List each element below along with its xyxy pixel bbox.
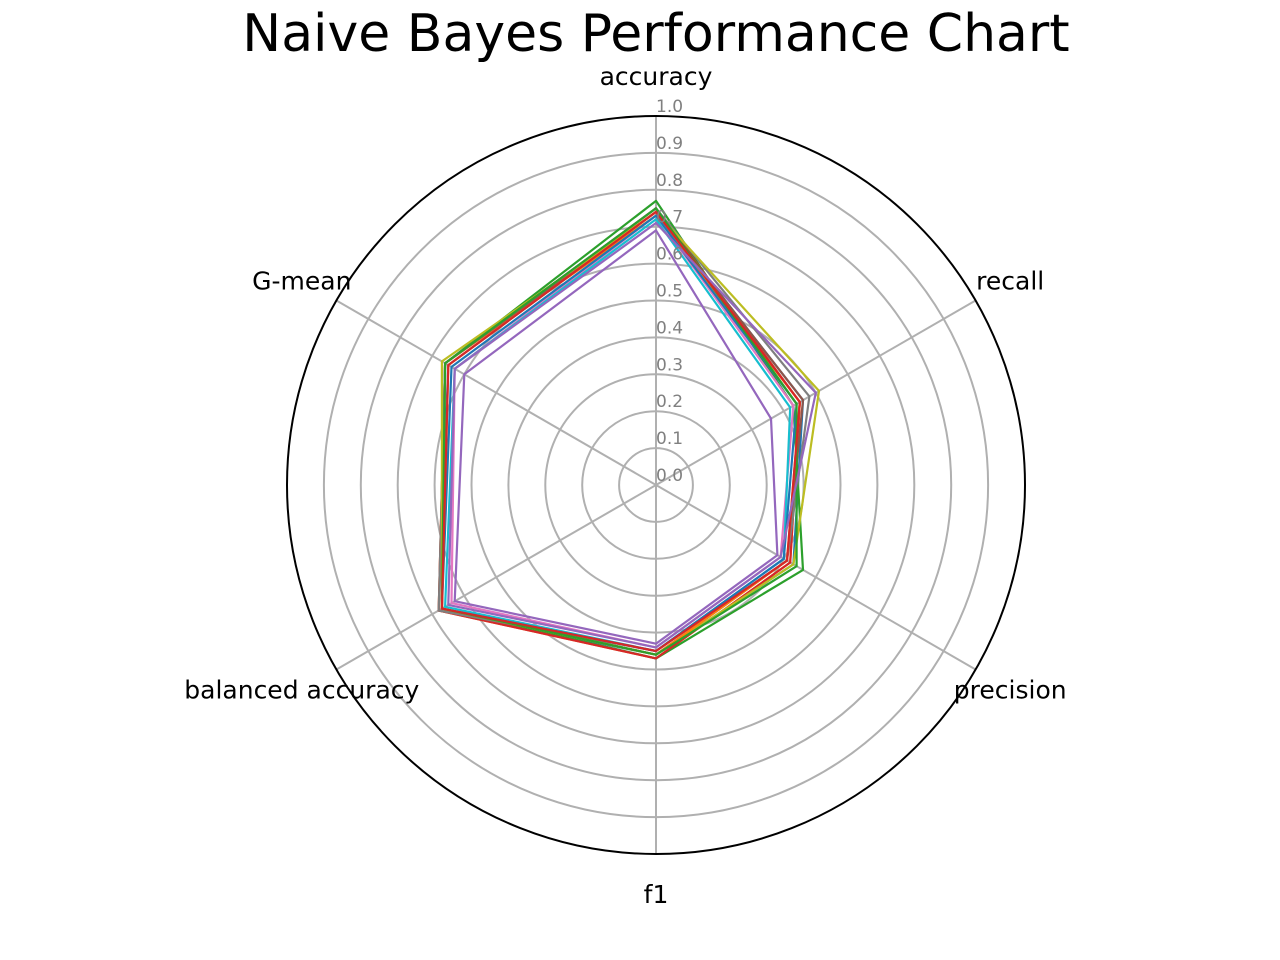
series-layer [437,199,821,660]
axis-label-accuracy: accuracy [600,62,713,91]
series-line-5 [453,229,779,645]
tick-label: 0.5 [656,282,683,302]
grid-layer [286,115,1026,855]
tick-label: 0.0 [656,466,683,486]
tick-label: 0.7 [656,208,683,228]
series-line-13 [440,207,798,656]
axis-label-g-mean: G-mean [252,267,351,296]
axis-label-balanced-accuracy: balanced accuracy [184,676,419,705]
spoke-g-mean [335,299,657,486]
series-line-15 [447,221,817,649]
tick-labels: 0.0 0.1 0.2 0.3 0.4 0.5 0.6 0.7 0.8 0.9 1.0 [656,97,683,486]
tick-label: 0.1 [656,429,683,449]
chart-title: Naive Bayes Performance Chart [242,4,1070,64]
axis-label-recall: recall [976,267,1044,296]
tick-label: 0.8 [656,171,683,191]
axis-label-precision: precision [954,676,1067,705]
tick-label: 0.9 [656,134,683,154]
tick-label: 1.0 [656,97,683,117]
tick-label: 0.3 [656,355,683,375]
tick-label: 0.2 [656,392,683,412]
tick-label: 0.6 [656,245,683,265]
spoke-balanced-accuracy [335,484,657,671]
axis-labels: accuracy recall precision f1 balanced accura… [184,62,1066,909]
series-line-14 [440,210,801,653]
polar-frame [286,115,1026,855]
tick-label: 0.4 [656,318,683,338]
spoke-precision [655,484,977,671]
axis-label-f1: f1 [644,880,669,909]
